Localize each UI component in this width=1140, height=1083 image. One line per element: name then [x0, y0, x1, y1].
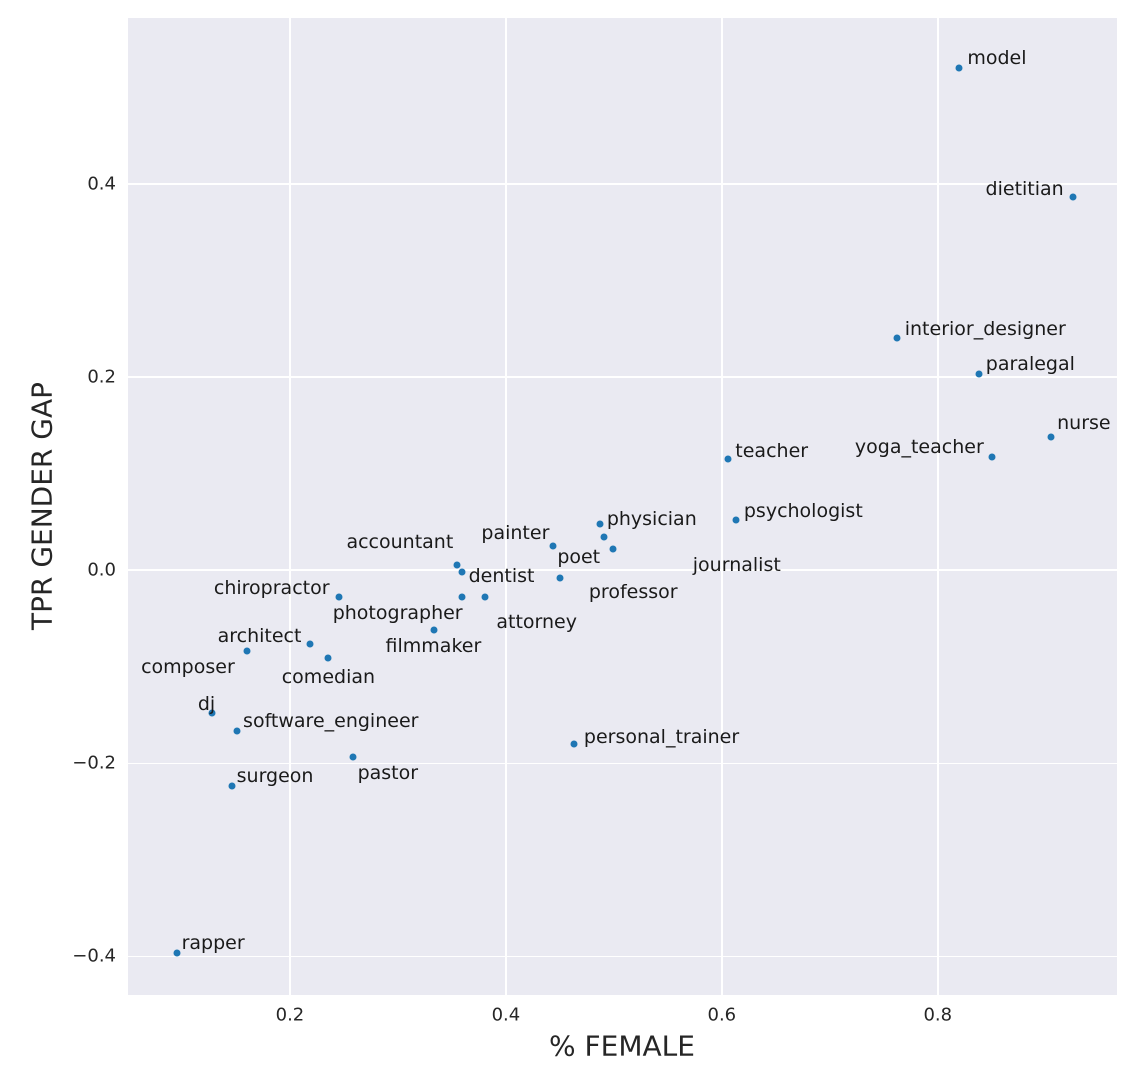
- point-label: dietitian: [985, 177, 1064, 200]
- y-tick-label: 0.4: [87, 173, 116, 195]
- data-point: [955, 64, 963, 72]
- point-label: dentist: [468, 565, 535, 588]
- data-point: [324, 654, 332, 662]
- point-label: physician: [606, 507, 697, 530]
- gridline-vertical: [721, 18, 723, 995]
- data-point: [549, 542, 557, 550]
- gridline-horizontal: [128, 376, 1117, 378]
- data-point: [893, 334, 901, 342]
- x-tick-label: 0.6: [707, 1004, 737, 1026]
- point-label: dj: [197, 693, 216, 716]
- data-point: [988, 453, 996, 461]
- x-tick-label: 0.8: [923, 1004, 953, 1026]
- point-label: chiropractor: [213, 577, 330, 600]
- data-point: [458, 593, 466, 601]
- data-point: [458, 568, 466, 576]
- data-point: [208, 709, 216, 717]
- point-label: filmmaker: [385, 635, 482, 658]
- data-point: [430, 626, 438, 634]
- point-label: personal_trainer: [583, 726, 740, 749]
- y-tick-label: −0.2: [72, 752, 116, 774]
- data-point: [1069, 193, 1077, 201]
- y-tick-label: −0.4: [72, 945, 116, 967]
- gridline-vertical: [289, 18, 291, 995]
- data-point: [481, 593, 489, 601]
- point-label: pastor: [357, 761, 419, 784]
- gridline-horizontal: [128, 762, 1117, 765]
- point-label: photographer: [332, 602, 463, 625]
- data-point: [335, 593, 343, 601]
- point-label: interior_designer: [904, 317, 1066, 340]
- gridline-horizontal: [128, 183, 1117, 185]
- data-point: [349, 753, 357, 761]
- point-label: professor: [588, 581, 678, 604]
- point-label: journalist: [692, 554, 781, 577]
- y-tick-label: 0.0: [87, 559, 116, 581]
- data-point: [975, 370, 983, 378]
- data-point: [306, 640, 314, 648]
- gridline-vertical: [505, 18, 507, 995]
- data-point: [243, 647, 251, 655]
- plot-area: model dietitian interior_designer paralegal…: [128, 18, 1117, 995]
- y-axis-label: TPR GENDER GAP: [25, 381, 59, 631]
- point-label: teacher: [735, 440, 809, 463]
- point-label: composer: [141, 656, 235, 679]
- point-label: poet: [557, 546, 601, 569]
- data-point: [570, 740, 578, 748]
- data-point: [724, 455, 732, 463]
- data-point: [1047, 433, 1055, 441]
- x-axis-label: % FEMALE: [549, 1029, 695, 1063]
- data-point: [600, 533, 608, 541]
- point-label: rapper: [181, 932, 245, 955]
- point-label: yoga_teacher: [854, 436, 984, 459]
- x-tick-label: 0.2: [275, 1004, 305, 1026]
- data-point: [228, 782, 236, 789]
- point-label: architect: [217, 624, 302, 647]
- point-label: surgeon: [236, 764, 314, 787]
- data-point: [732, 516, 740, 524]
- point-label: nurse: [1057, 412, 1111, 435]
- x-tick-label: 0.4: [491, 1004, 521, 1026]
- gridline-vertical: [937, 18, 939, 995]
- point-label: software_engineer: [243, 710, 419, 733]
- point-label: psychologist: [743, 500, 863, 523]
- data-point: [453, 561, 461, 569]
- point-label: attorney: [496, 611, 577, 634]
- data-point: [596, 520, 604, 528]
- point-label: comedian: [281, 666, 376, 689]
- point-label: paralegal: [985, 353, 1075, 376]
- data-point: [609, 545, 617, 553]
- data-point: [173, 949, 181, 957]
- y-tick-label: 0.2: [87, 366, 116, 388]
- data-point: [233, 727, 241, 735]
- point-label: painter: [481, 522, 550, 545]
- gridline-horizontal: [128, 569, 1117, 571]
- gridline-horizontal: [128, 955, 1117, 958]
- data-point: [556, 574, 564, 582]
- point-label: model: [967, 47, 1027, 70]
- point-label: accountant: [346, 531, 454, 554]
